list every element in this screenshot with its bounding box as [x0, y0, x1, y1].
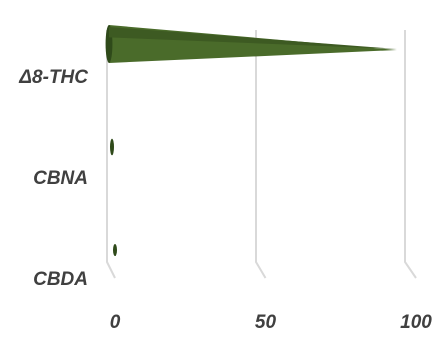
bar-base-CBDA [113, 243, 117, 257]
gridline-100 [404, 30, 417, 279]
bar-base-CBNA [110, 138, 114, 156]
category-labels: Δ8-THC CBNA CBDA [18, 67, 88, 290]
x-tick-label-100: 100 [400, 312, 432, 333]
gridline-0 [106, 30, 116, 279]
x-tick-labels: 0 50 100 [110, 312, 433, 333]
category-label-1: CBNA [33, 168, 88, 189]
x-tick-label-0: 0 [110, 312, 121, 333]
gridlines [106, 30, 417, 279]
bars [105, 25, 397, 257]
gridline-50 [255, 30, 267, 279]
category-label-0: Δ8-THC [18, 67, 88, 88]
category-label-2: CBDA [33, 269, 88, 290]
x-tick-label-50: 50 [255, 312, 277, 333]
bar-shade-Δ8-THC [109, 27, 397, 49]
